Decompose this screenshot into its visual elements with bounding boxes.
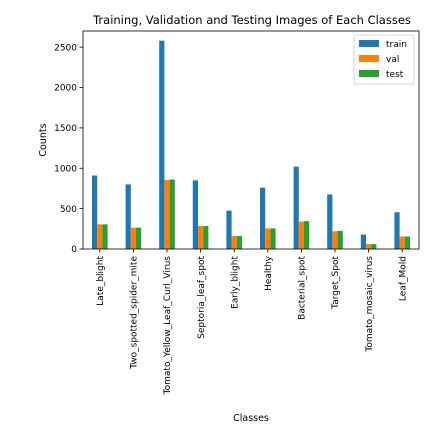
legend-swatch-val — [359, 55, 379, 62]
y-axis-label: Counts — [38, 123, 49, 156]
bar-test-9 — [404, 236, 410, 249]
x-tick-label: Early_blight — [230, 256, 240, 309]
x-tick-label: Healthy — [264, 255, 274, 291]
bar-train-6 — [293, 166, 299, 249]
x-axis: Late_blight Two_spotted_spider_mite Tomato… — [96, 249, 408, 395]
bar-test-7 — [337, 230, 343, 249]
bar-test-0 — [102, 224, 108, 249]
y-tick-label: 2000 — [54, 84, 77, 94]
y-tick-label: 1000 — [54, 164, 77, 174]
bar-train-8 — [360, 234, 366, 249]
x-tick-label: Tomato_Yellow_Leaf_Curl_Virus — [163, 256, 173, 396]
x-tick-label: Late_blight — [96, 256, 106, 306]
bar-val-9 — [399, 236, 405, 249]
bar-train-2 — [159, 40, 165, 249]
bar-train-0 — [92, 175, 98, 249]
legend-swatch-test — [359, 70, 379, 77]
legend: train val test — [353, 34, 415, 85]
bar-test-1 — [136, 227, 142, 249]
bar-train-4 — [226, 210, 232, 249]
legend-label-val: val — [386, 55, 399, 65]
bar-val-3 — [198, 225, 204, 249]
bar-train-1 — [125, 184, 131, 249]
bar-test-8 — [371, 244, 377, 249]
bar-val-8 — [366, 244, 372, 249]
bars-layer — [92, 40, 410, 249]
bar-test-4 — [236, 236, 242, 249]
bar-val-2 — [164, 179, 170, 249]
bar-val-4 — [231, 236, 237, 249]
legend-label-test: test — [386, 70, 404, 80]
bar-val-1 — [130, 227, 136, 249]
bar-test-5 — [270, 228, 276, 249]
y-axis: 0 500 1000 1500 2000 2500 — [54, 43, 83, 255]
x-tick-label: Two_spotted_spider_mite — [130, 256, 140, 370]
x-tick-label: Tomato_mosaic_virus — [365, 256, 375, 353]
bar-val-0 — [97, 224, 103, 249]
bar-train-5 — [260, 187, 266, 249]
legend-label-train: train — [386, 40, 407, 50]
bar-test-3 — [203, 225, 209, 249]
bar-val-5 — [265, 228, 271, 249]
bar-test-2 — [169, 179, 175, 249]
plot-frame — [82, 30, 420, 250]
x-tick-label: Target_Spot — [331, 256, 341, 310]
x-axis-label: Classes — [233, 413, 269, 424]
x-tick-label: Bacterial_spot — [298, 256, 308, 320]
bar-train-3 — [192, 180, 198, 249]
bar-val-7 — [332, 231, 338, 249]
y-tick-label: 1500 — [54, 124, 77, 134]
x-tick-label: Leaf_Mold — [398, 256, 408, 301]
y-tick-label: 500 — [60, 205, 77, 215]
y-tick-label: 2500 — [54, 43, 77, 53]
bar-train-7 — [327, 194, 333, 249]
y-tick-label: 0 — [71, 245, 77, 255]
bar-train-9 — [394, 212, 400, 249]
bar-test-6 — [304, 221, 310, 249]
x-tick-label: Septoria_leaf_spot — [197, 256, 207, 339]
legend-swatch-train — [359, 40, 379, 47]
bar-val-6 — [298, 221, 304, 249]
chart-title: Training, Validation and Testing Images … — [92, 13, 411, 27]
